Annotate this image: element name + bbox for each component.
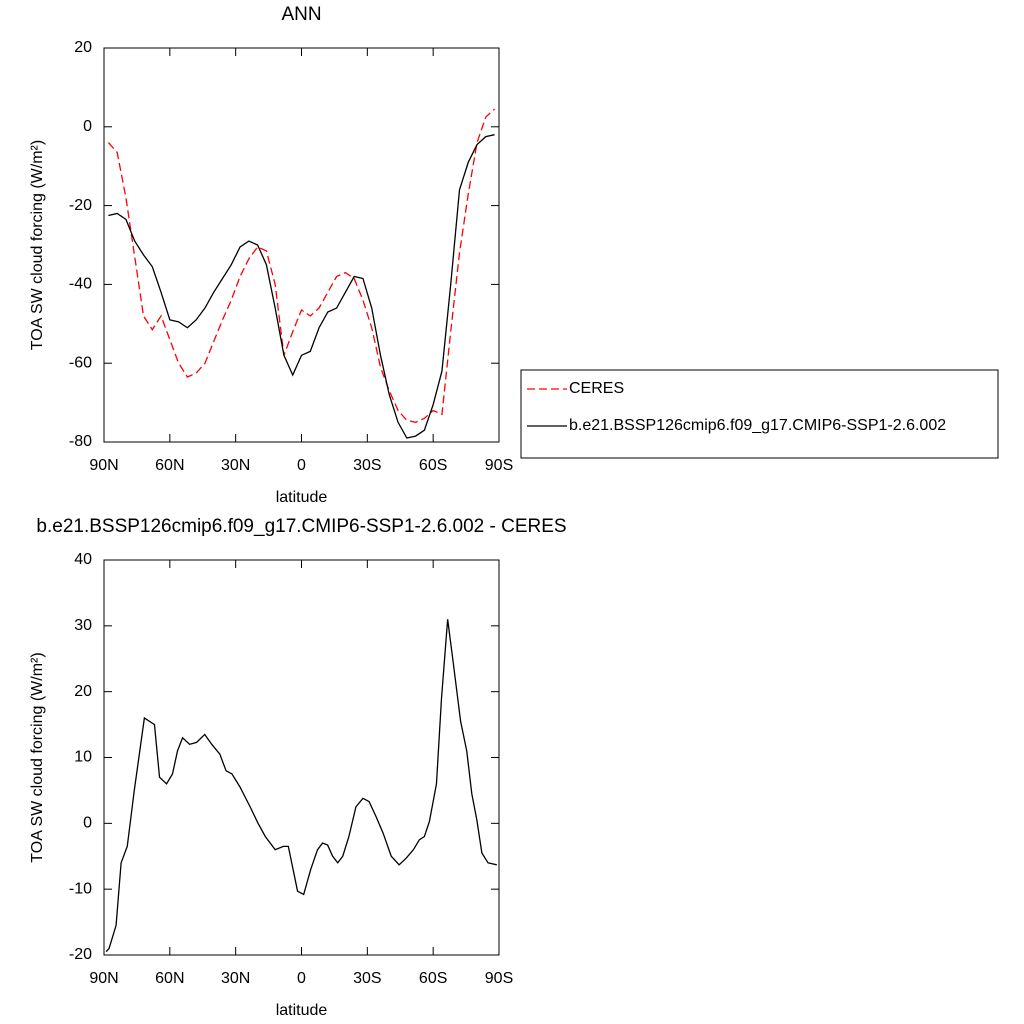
x-tick-label: 90S: [485, 457, 513, 474]
plot-frame: [103, 47, 500, 443]
legend-box: [520, 369, 999, 459]
legend-label: b.e21.BSSP126cmip6.f09_g17.CMIP6-SSP1-2.…: [569, 417, 946, 434]
x-tick-label: 90N: [89, 457, 118, 474]
y-tick-label: -80: [69, 433, 92, 450]
x-tick-label: 60S: [419, 970, 447, 987]
x-axis-label: latitude: [276, 1002, 328, 1019]
x-tick-label: 60S: [419, 457, 447, 474]
chart-title: ANN: [281, 4, 321, 25]
y-axis-label: TOA SW cloud forcing (W/m²): [29, 652, 46, 862]
x-tick-label: 30S: [353, 970, 381, 987]
y-tick-label: -40: [69, 276, 92, 293]
y-tick-label: 40: [74, 551, 92, 568]
y-tick-label: -20: [69, 946, 92, 963]
x-tick-label: 0: [297, 970, 306, 987]
y-tick-label: 20: [74, 39, 92, 56]
data-line: [108, 134, 495, 439]
x-tick-label: 30S: [353, 457, 381, 474]
data-line: [107, 108, 496, 423]
plot-frame: [103, 559, 500, 956]
legend-label: CERES: [569, 380, 624, 397]
x-tick-label: 30N: [221, 457, 250, 474]
x-tick-label: 0: [297, 457, 306, 474]
x-tick-label: 90S: [485, 970, 513, 987]
data-line: [105, 619, 497, 953]
y-axis-label: TOA SW cloud forcing (W/m²): [29, 140, 46, 350]
y-tick-label: 30: [74, 617, 92, 634]
x-tick-label: 60N: [155, 457, 184, 474]
y-tick-label: -20: [69, 197, 92, 214]
y-tick-label: -10: [69, 880, 92, 897]
chart-title: b.e21.BSSP126cmip6.f09_g17.CMIP6-SSP1-2.…: [36, 516, 566, 537]
y-tick-label: 20: [74, 683, 92, 700]
x-tick-label: 30N: [221, 970, 250, 987]
y-tick-label: 0: [83, 815, 92, 832]
y-tick-label: 10: [74, 749, 92, 766]
x-tick-label: 60N: [155, 970, 184, 987]
y-tick-label: 0: [83, 118, 92, 135]
y-tick-label: -60: [69, 354, 92, 371]
x-axis-label: latitude: [276, 489, 328, 506]
x-tick-label: 90N: [89, 970, 118, 987]
